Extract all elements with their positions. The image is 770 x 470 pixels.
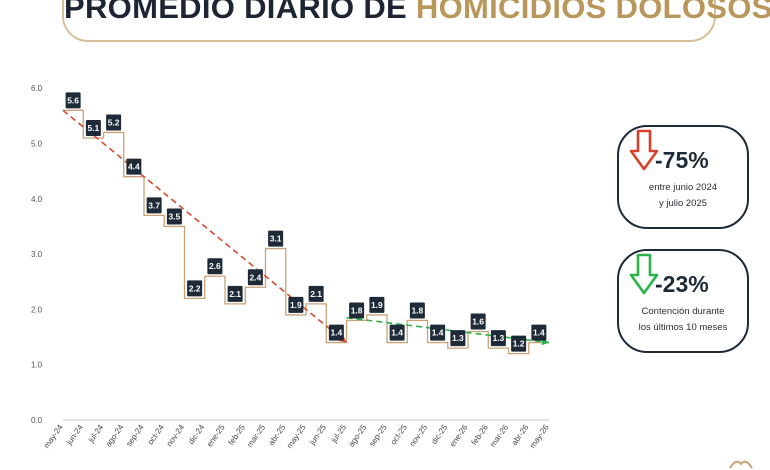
x-tick-label: mar-26 — [488, 423, 510, 449]
y-tick-label: 4.0 — [31, 195, 43, 204]
data-label-box — [409, 302, 425, 319]
x-tick-label: dic-25 — [430, 423, 450, 446]
data-label-box — [106, 114, 122, 131]
data-label-box — [288, 296, 304, 313]
x-tick-label: jul-24 — [86, 423, 105, 445]
data-label: 1.9 — [290, 300, 302, 310]
containment-value: -23% — [655, 271, 709, 297]
data-label-box — [308, 285, 324, 302]
data-label-box — [511, 335, 527, 352]
data-label-box — [328, 324, 344, 341]
x-tick-label: nov-25 — [408, 423, 430, 449]
x-tick-label: may-25 — [285, 423, 308, 450]
data-label: 1.4 — [533, 328, 545, 338]
arrow-down-red-icon — [629, 129, 659, 171]
data-label: 4.4 — [128, 162, 140, 172]
data-label-box — [349, 302, 365, 319]
chart-title: PROMEDIO DIARIO DE HOMICIDIOS DOLOSOS — [64, 0, 770, 26]
data-label-box — [227, 285, 243, 302]
data-label: 3.7 — [148, 200, 160, 210]
x-tick-label: dic-24 — [187, 423, 207, 446]
reduction-card: -75% entre junio 2024 y julio 2025 — [617, 125, 749, 229]
x-tick-label: ene-26 — [448, 423, 470, 449]
containment-caption-line2: los últimos 10 meses — [638, 322, 728, 333]
data-label-box — [187, 280, 203, 297]
reduction-value: -75% — [655, 147, 709, 173]
data-label: 1.6 — [472, 317, 484, 327]
x-tick-label: may-26 — [528, 423, 551, 450]
data-label-box — [126, 158, 142, 175]
x-tick-label: ago-25 — [347, 423, 369, 449]
data-label-box — [531, 324, 547, 341]
data-label: 2.4 — [249, 272, 261, 282]
x-tick-label: sep-24 — [124, 423, 146, 449]
y-tick-label: 1.0 — [31, 361, 43, 370]
data-label-box — [247, 269, 263, 286]
data-label-box — [166, 208, 182, 225]
x-tick-label: ago-24 — [104, 423, 126, 449]
data-label: 2.1 — [310, 289, 322, 299]
data-label: 5.6 — [67, 95, 79, 105]
data-label-box — [490, 330, 506, 347]
x-tick-label: jul-25 — [329, 423, 348, 445]
data-label: 1.8 — [411, 305, 423, 315]
data-label-box — [268, 230, 284, 247]
data-label: 1.4 — [330, 328, 342, 338]
x-tick-label: sep-25 — [367, 423, 389, 449]
y-tick-label: 6.0 — [31, 84, 43, 93]
x-tick-label: jun-25 — [307, 423, 328, 448]
data-label-box — [450, 330, 466, 347]
arrow-down-green-icon — [629, 253, 659, 295]
y-tick-label: 0.0 — [31, 416, 43, 425]
reduction-caption-line1: entre junio 2024 — [648, 182, 718, 193]
logo-icon — [729, 460, 753, 469]
y-tick-label: 3.0 — [31, 250, 43, 259]
data-label-box — [369, 296, 385, 313]
red-trend-line — [62, 109, 348, 344]
data-label: 3.5 — [168, 211, 180, 221]
containment-caption: Contención durante los últimos 10 meses — [621, 304, 745, 336]
x-tick-label: ene-25 — [205, 423, 227, 449]
data-label: 2.2 — [189, 283, 201, 293]
reduction-caption: entre junio 2024 y julio 2025 — [621, 180, 745, 212]
x-tick-label: mar-25 — [245, 423, 267, 449]
data-label: 5.1 — [87, 123, 99, 133]
y-tick-label: 5.0 — [31, 140, 43, 149]
containment-caption-line1: Contención durante — [641, 306, 725, 317]
x-tick-label: may-24 — [42, 423, 65, 450]
title-banner: PROMEDIO DIARIO DE HOMICIDIOS DOLOSOS — [62, 0, 770, 42]
data-label: 1.3 — [452, 333, 464, 343]
data-label-box — [85, 119, 101, 136]
data-label: 1.9 — [371, 300, 383, 310]
data-label: 3.1 — [270, 234, 282, 244]
x-tick-label: jun-24 — [64, 423, 85, 448]
data-label-box — [470, 313, 486, 330]
x-tick-label: abr-25 — [267, 423, 288, 448]
data-label: 1.4 — [432, 328, 444, 338]
x-tick-label: feb-26 — [470, 423, 491, 447]
data-label: 2.1 — [229, 289, 241, 299]
reduction-caption-line2: y julio 2025 — [658, 198, 708, 209]
x-tick-label: nov-24 — [165, 423, 187, 449]
data-label: 1.8 — [351, 305, 363, 315]
data-label: 1.4 — [391, 328, 403, 338]
x-tick-label: abr-26 — [510, 423, 531, 448]
data-label: 1.3 — [492, 333, 504, 343]
y-tick-label: 2.0 — [31, 305, 43, 314]
x-tick-label: oct-24 — [146, 423, 166, 447]
x-tick-label: oct-25 — [389, 423, 409, 447]
data-label-box — [430, 324, 446, 341]
containment-card: -23% Contención durante los últimos 10 m… — [617, 249, 749, 353]
data-label-box — [207, 258, 223, 275]
data-label-box — [389, 324, 405, 341]
data-label: 1.2 — [513, 339, 525, 349]
title-main-text: PROMEDIO DIARIO DE — [64, 0, 416, 25]
data-label-box — [146, 197, 162, 214]
data-label: 2.6 — [209, 261, 221, 271]
data-label-box — [65, 92, 81, 109]
x-tick-label: feb-25 — [227, 423, 248, 447]
data-label: 5.2 — [108, 117, 120, 127]
title-accent-text: HOMICIDIOS DOLOSOS — [415, 0, 770, 25]
